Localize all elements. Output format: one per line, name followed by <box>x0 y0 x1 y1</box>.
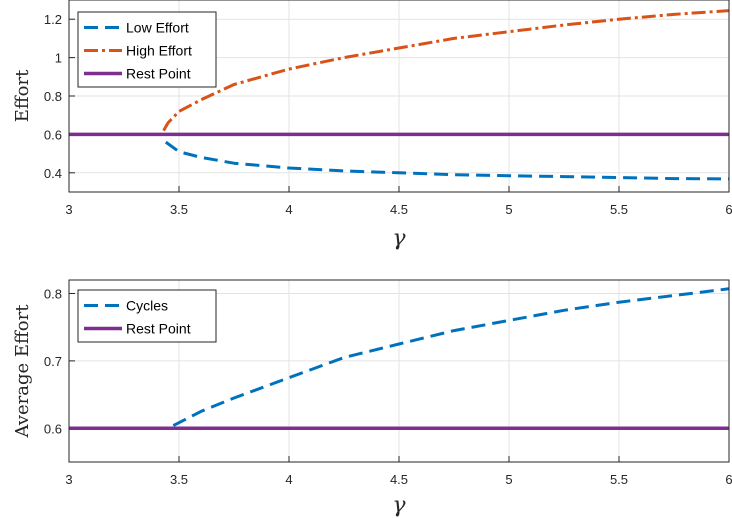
bottom-y-tick-label: 0.6 <box>44 421 62 436</box>
bottom-y-tick-label: 0.7 <box>44 354 62 369</box>
top-x-tick-label: 5 <box>505 202 512 217</box>
top-plot-series <box>69 9 730 181</box>
top-x-tick-label: 4.5 <box>390 202 408 217</box>
top-legend-label: Low Effort <box>126 20 189 36</box>
top-legend-label: Rest Point <box>126 66 191 82</box>
bottom-x-tick-label: 5.5 <box>610 472 628 487</box>
top-plot-area <box>68 0 730 193</box>
top-x-tick-label: 4 <box>285 202 292 217</box>
bottom-x-tick-label: 5 <box>505 472 512 487</box>
top-series-low-effort-line <box>164 140 730 181</box>
bottom-x-tick-label: 3 <box>65 472 72 487</box>
bottom-legend-label: Rest Point <box>126 321 191 337</box>
bottom-legend-box <box>77 289 217 343</box>
top-x-tick-label: 3.5 <box>170 202 188 217</box>
top-y-axis-label: Effort <box>12 69 33 122</box>
bottom-series-cycles-line <box>69 287 730 430</box>
bottom-x-tick-label: 4.5 <box>390 472 408 487</box>
top-series-high-effort-line <box>162 9 730 132</box>
top-y-tick-label: 1.2 <box>44 12 62 27</box>
top-y-tick-label: 0.6 <box>44 127 62 142</box>
bottom-plot-series <box>69 287 730 431</box>
bottom-x-tick-label: 6 <box>725 472 732 487</box>
bottom-plot-ticks: 3 3.5 4 4.5 5 5.5 6 0.6 0.7 0.8 <box>44 286 732 487</box>
top-x-tick-label: 5.5 <box>610 202 628 217</box>
top-legend-label: High Effort <box>126 43 192 59</box>
bottom-x-tick-label: 4 <box>285 472 292 487</box>
top-plot: 3 3.5 4 4.5 5 5.5 6 0.4 0.6 0.8 1 1.2 Low Effort Hig… <box>12 0 732 251</box>
top-y-tick-label: 1 <box>55 51 62 66</box>
top-plot-legend: Low Effort High Effort Rest Point <box>77 11 217 88</box>
bottom-x-axis-label: γ <box>392 493 406 518</box>
top-y-tick-label: 0.8 <box>44 89 62 104</box>
bottom-plot-legend: Cycles Rest Point <box>77 289 217 343</box>
top-x-axis-label: γ <box>392 226 406 251</box>
bottom-legend-label: Cycles <box>126 298 168 314</box>
bottom-y-axis-label: Average Effort <box>12 304 33 439</box>
top-x-tick-label: 3 <box>65 202 72 217</box>
top-y-tick-label: 0.4 <box>44 166 62 181</box>
bottom-y-tick-label: 0.8 <box>44 286 62 301</box>
bottom-plot-area <box>68 279 730 463</box>
top-x-tick-label: 6 <box>725 202 732 217</box>
bottom-x-tick-label: 3.5 <box>170 472 188 487</box>
